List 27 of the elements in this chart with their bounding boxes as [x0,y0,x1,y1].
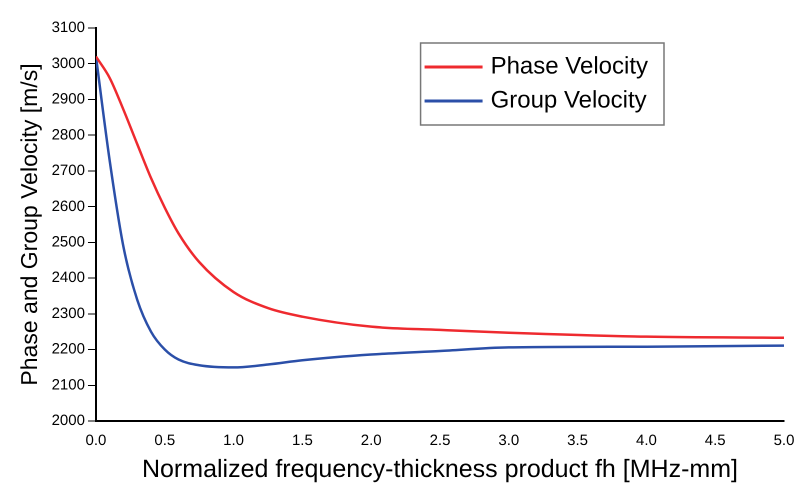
x-axis-title: Normalized frequency-thickness product fh [MHz-mm] [142,454,738,483]
x-tick-label: 2.5 [430,432,450,450]
x-tick-label: 4.0 [636,432,657,450]
x-tick-label: 3.0 [498,432,520,450]
y-tick-label: 2500 [52,234,85,251]
y-axis-title: Phase and Group Velocity [m/s] [16,63,42,386]
x-tick-label: 0.5 [154,432,176,450]
x-tick-label: 4.5 [704,432,726,450]
y-tick-label: 2200 [52,340,85,358]
y-tick-label: 3100 [52,19,85,36]
y-tick-label: 2900 [52,90,85,108]
x-tick-label: 5.0 [774,432,794,450]
x-tick-label: 0.0 [86,432,106,450]
legend-label: Phase Velocity [490,52,648,80]
y-tick-label: 3000 [52,54,85,72]
y-tick-label: 2300 [52,304,85,322]
x-tick-label: 1.0 [223,432,244,450]
y-tick-label: 2000 [52,412,85,430]
x-tick-label: 2.0 [360,432,382,450]
legend-label: Group Velocity [490,86,647,114]
x-tick-label: 3.5 [567,432,588,450]
y-tick-label: 2700 [52,162,85,180]
x-tick-label: 1.5 [292,432,313,450]
y-tick-label: 2100 [52,376,85,394]
y-tick-label: 2800 [52,126,85,144]
y-tick-label: 2400 [52,269,85,286]
y-tick-label: 2600 [52,198,85,215]
